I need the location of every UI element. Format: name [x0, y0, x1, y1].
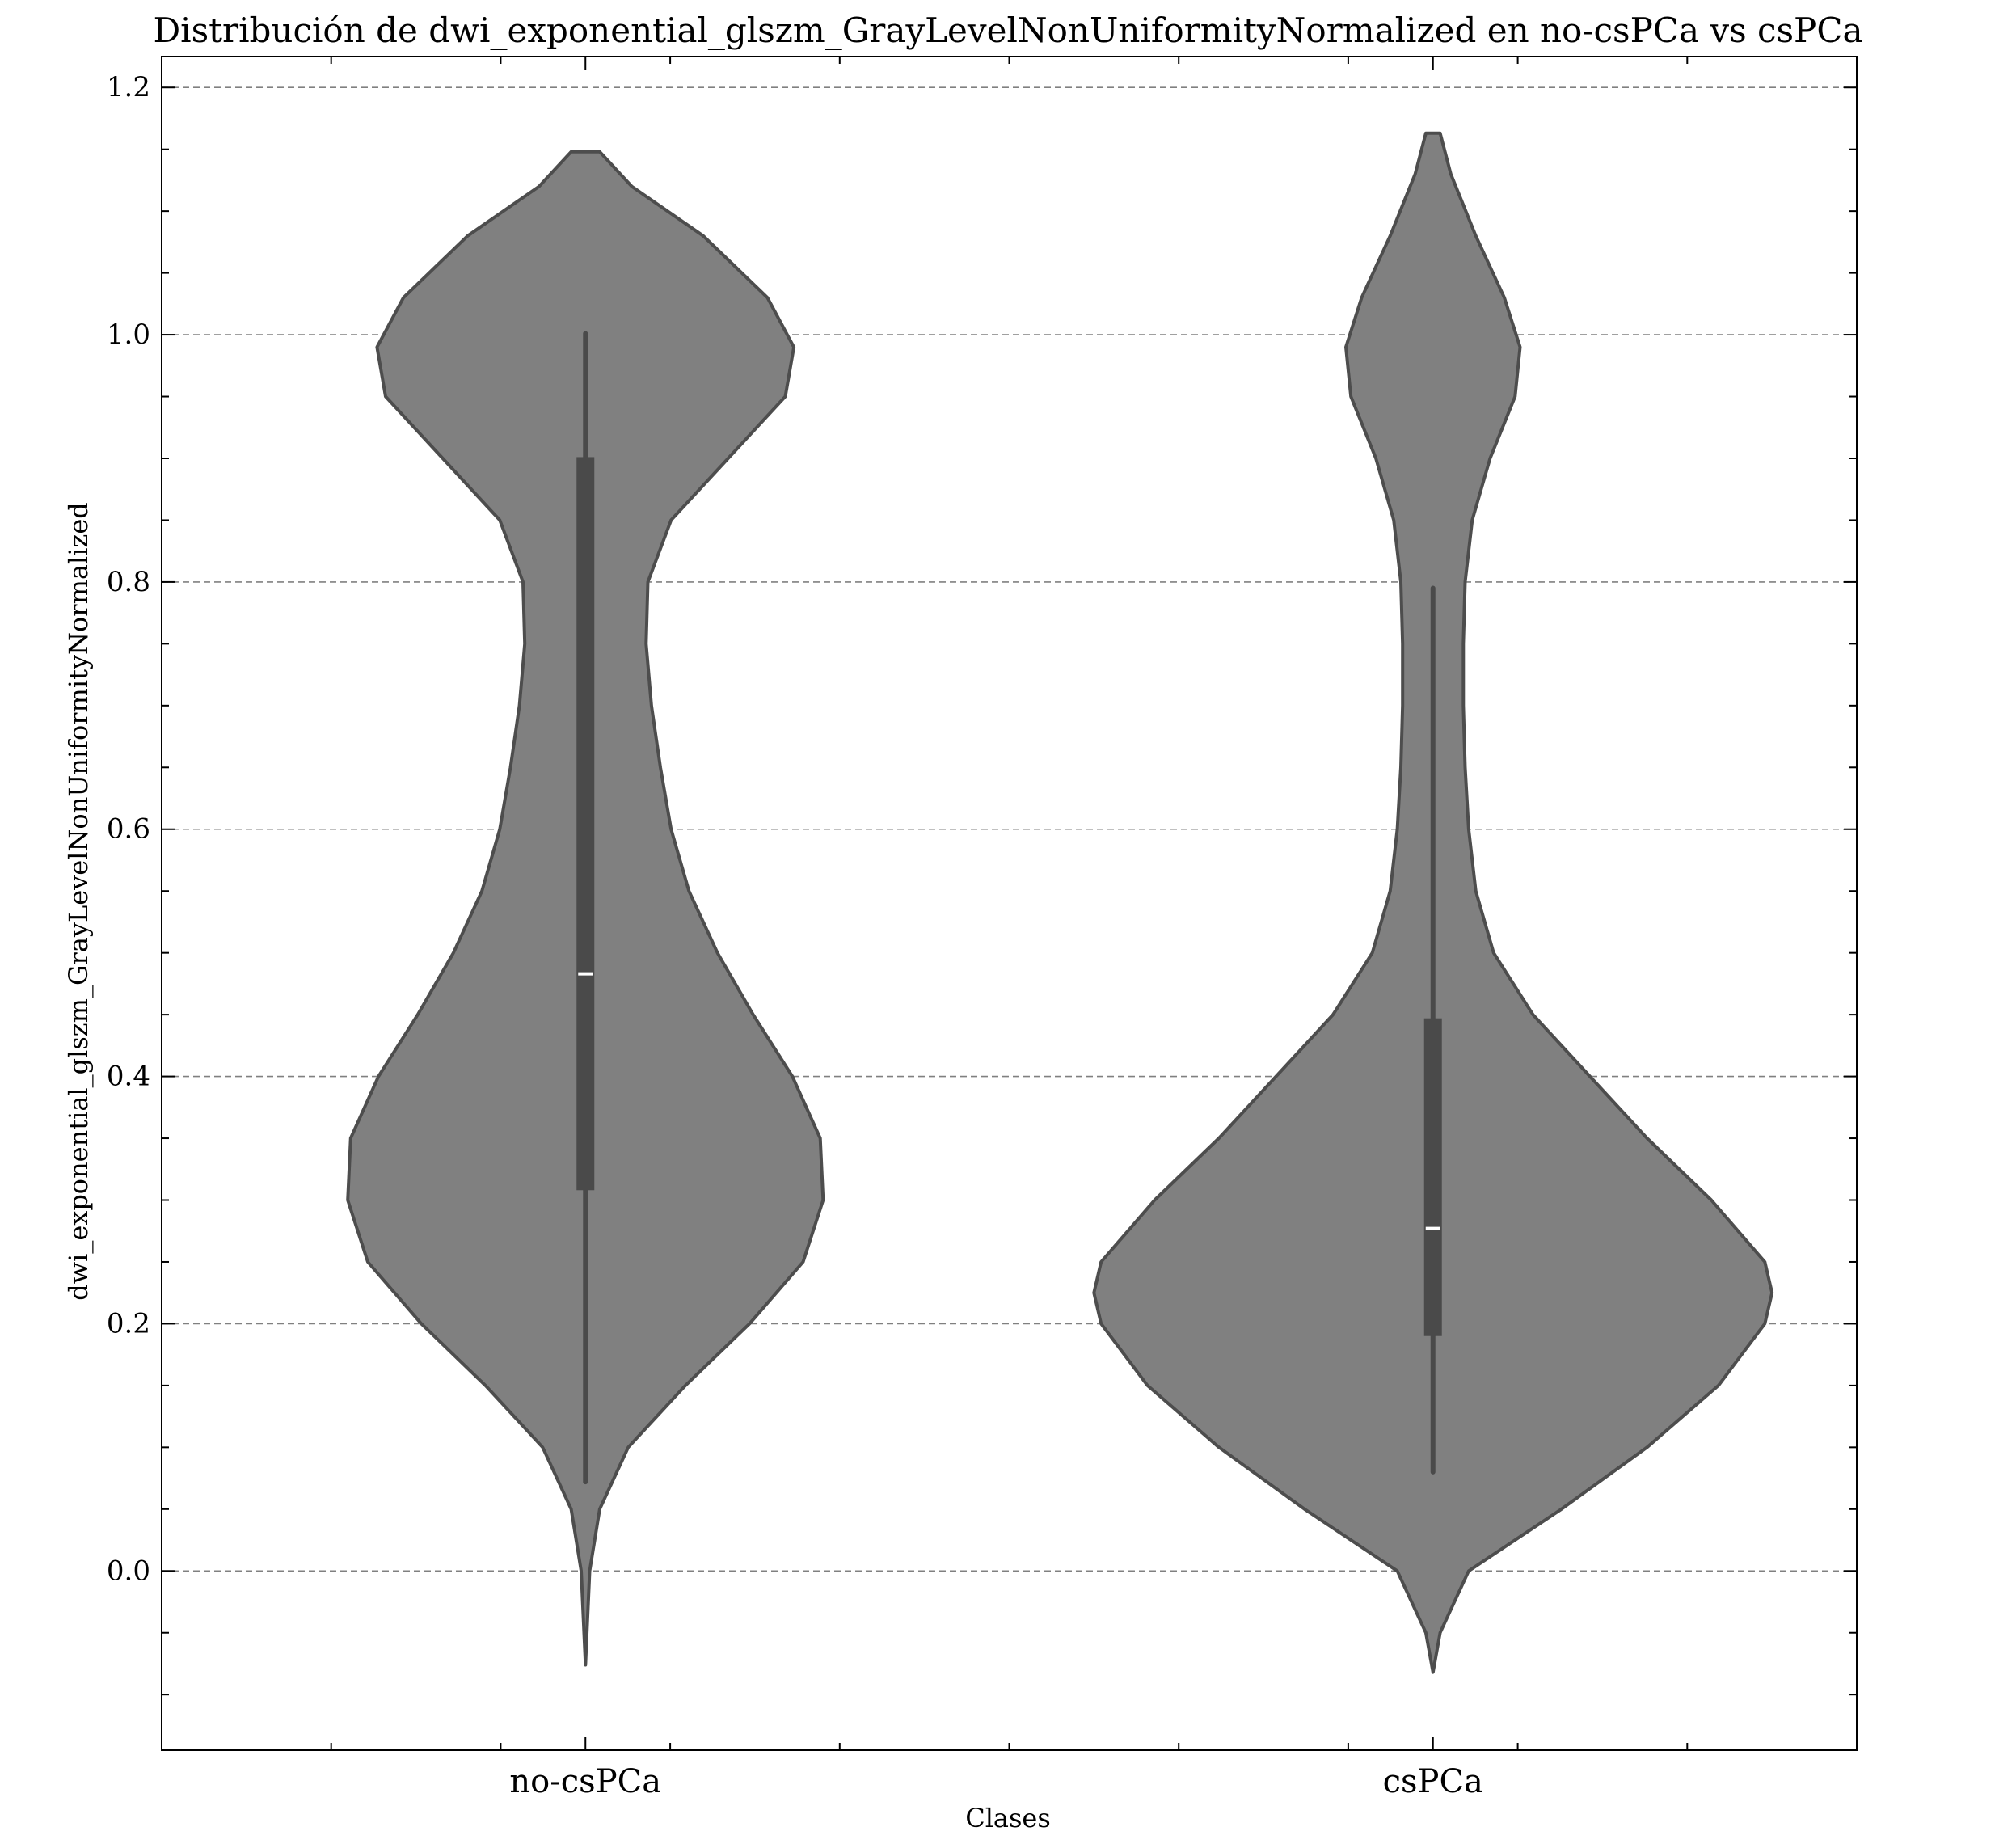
- iqr-box: [1423, 1018, 1442, 1336]
- y-tick-label: 0.4: [107, 1061, 150, 1093]
- y-axis-label: dwi_exponential_glszm_GrayLevelNonUnifor…: [63, 502, 94, 1301]
- x-axis-label: Clases: [965, 1803, 1051, 1833]
- y-tick-label: 0.6: [107, 813, 150, 846]
- y-tick-label: 0.0: [107, 1555, 150, 1587]
- y-tick-label: 0.8: [107, 566, 150, 598]
- x-tick-label: no-csPCa: [509, 1763, 661, 1800]
- violin-csPCa: [1092, 131, 1774, 1674]
- y-tick-label: 1.0: [107, 319, 150, 351]
- axes: 0.0 0.2 0.4 0.6 0.8 1.0 1.2 no-csPCa csPCa: [107, 56, 1858, 1800]
- iqr-box: [576, 457, 595, 1191]
- chart-title: Distribución de dwi_exponential_glszm_Gr…: [153, 11, 1862, 50]
- x-tick-label: csPCa: [1383, 1763, 1483, 1800]
- y-tick-label: 1.2: [107, 71, 150, 103]
- violin-no-csPCa: [346, 150, 825, 1667]
- y-tick-label: 0.2: [107, 1307, 150, 1340]
- violins: [346, 131, 1774, 1674]
